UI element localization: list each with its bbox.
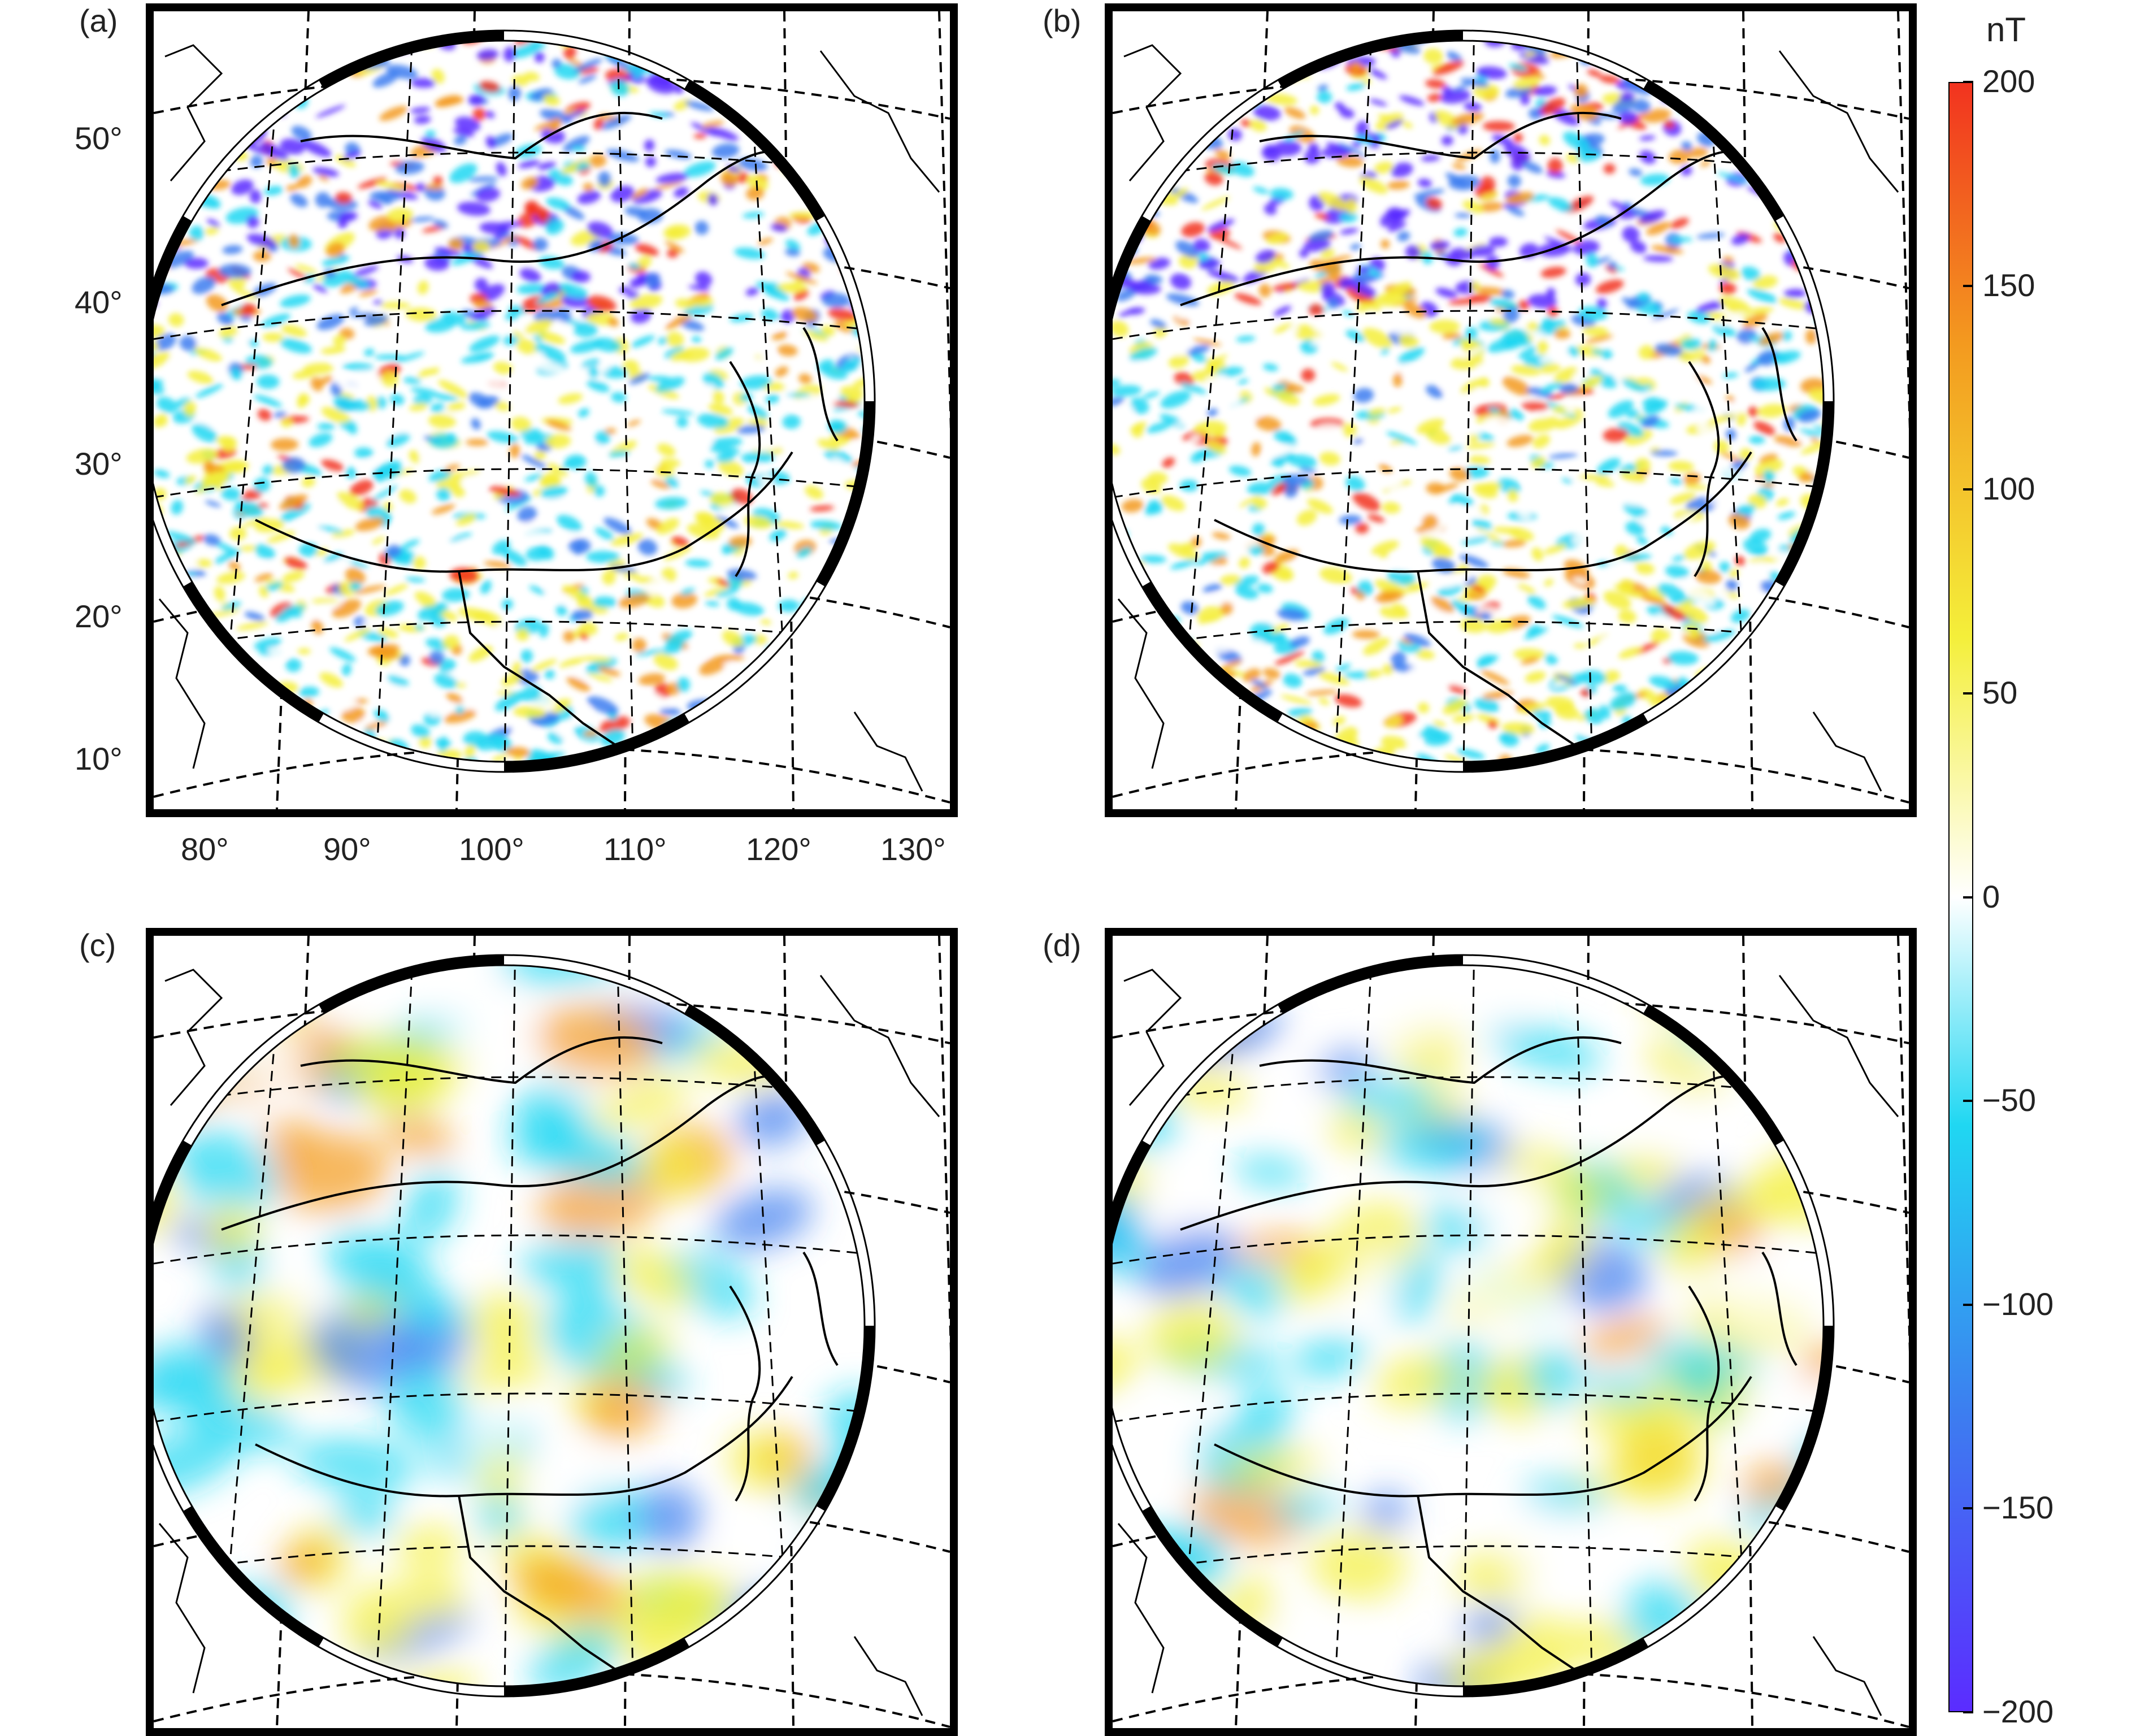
coastlines	[221, 1036, 839, 1672]
colorbar-tick-mark	[1963, 284, 1973, 287]
map-plot-a	[154, 11, 950, 809]
outer-coastlines	[1117, 969, 1899, 1716]
map-panel-d	[1105, 928, 1917, 1736]
colorbar-tick-mark	[1963, 1711, 1973, 1713]
lat-tick-10: 10°	[75, 741, 123, 776]
colorbar-tick-label: 150	[1982, 267, 2035, 303]
scale-ring	[1113, 954, 1835, 1698]
lat-tick-20: 20°	[75, 598, 123, 634]
outer-coastlines	[158, 44, 940, 792]
colorbar-tick-mark	[1963, 1303, 1973, 1306]
scale-ring	[154, 954, 876, 1698]
lon-tick-80: 80°	[181, 831, 229, 867]
scale-ring	[1113, 29, 1835, 773]
map-panel-b	[1105, 3, 1917, 817]
colorbar-tick-label: −100	[1982, 1286, 2054, 1322]
lon-tick-100: 100°	[459, 831, 524, 867]
colorbar-tick-label: 200	[1982, 63, 2035, 99]
colorbar-tick-label: −200	[1982, 1694, 2054, 1729]
lat-tick-40: 40°	[75, 284, 123, 320]
panel-label-a: (a)	[79, 3, 118, 38]
coastlines	[1180, 1036, 1798, 1672]
colorbar-tick-mark	[1963, 692, 1973, 695]
colorbar-tick-mark	[1963, 488, 1973, 491]
lon-tick-90: 90°	[323, 831, 371, 867]
colorbar-tick-mark	[1963, 1507, 1973, 1510]
outer-coastlines	[1117, 44, 1899, 792]
colorbar-tick-mark	[1963, 81, 1973, 83]
colorbar-tick-label: −150	[1982, 1490, 2054, 1526]
lon-tick-120: 120°	[746, 831, 811, 867]
lat-tick-30: 30°	[75, 446, 123, 481]
map-panel-c	[146, 928, 958, 1736]
panel-label-d: (d)	[1043, 927, 1082, 963]
lon-tick-130: 130°	[880, 831, 946, 867]
colorbar-unit-label: nT	[1986, 11, 2026, 49]
panel-label-b: (b)	[1043, 3, 1082, 38]
colorbar-tick-label: 0	[1982, 878, 2000, 914]
map-plot-c	[154, 936, 950, 1728]
colorbar-tick-mark	[1963, 1100, 1973, 1103]
lat-tick-50: 50°	[75, 120, 123, 156]
map-plot-b	[1113, 11, 1909, 809]
map-plot-d	[1113, 936, 1909, 1728]
colorbar-tick-label: 100	[1982, 471, 2035, 507]
colorbar-tick-label: −50	[1982, 1082, 2036, 1118]
panel-label-c: (c)	[79, 927, 116, 963]
coastlines	[1180, 111, 1798, 747]
outer-coastlines	[158, 969, 940, 1716]
coastlines	[221, 111, 839, 747]
colorbar-tick-mark	[1963, 896, 1973, 899]
map-panel-a	[146, 3, 958, 817]
lon-tick-110: 110°	[604, 831, 667, 867]
scale-ring	[154, 29, 876, 773]
colorbar-tick-label: 50	[1982, 674, 2018, 710]
